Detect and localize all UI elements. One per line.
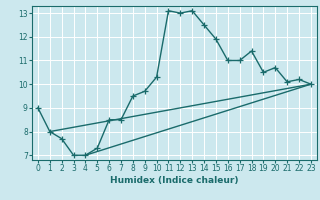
X-axis label: Humidex (Indice chaleur): Humidex (Indice chaleur) [110, 176, 239, 185]
